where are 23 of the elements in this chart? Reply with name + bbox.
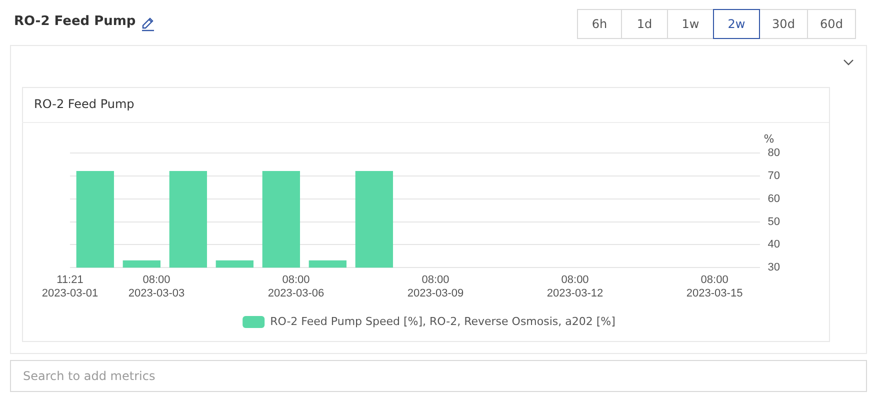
text: 30d: [759, 9, 808, 39]
text: 6h: [577, 9, 622, 39]
y-tick-label: 60: [768, 192, 780, 205]
text: RO-2 Feed Pump: [14, 14, 136, 29]
x-tick-label: 08:00 2023-03-09: [407, 274, 464, 300]
chart-title: RO-2 Feed Pump: [34, 97, 134, 111]
y-tick-label: 40: [768, 238, 780, 251]
x-tick-label: 11:21 2023-03-01: [42, 274, 98, 300]
x-tick-label: 08:00 2023-03-15: [686, 274, 743, 300]
y-tick-label: 80: [768, 147, 780, 160]
y-tick-label: 70: [768, 170, 780, 182]
y-axis-title: %: [764, 132, 774, 146]
text: 2w: [713, 9, 760, 39]
y-tick-label: 30: [768, 262, 780, 274]
x-tick-label: 08:00 2023-03-12: [546, 274, 604, 300]
text: 60d: [807, 9, 856, 39]
text: 1d: [621, 9, 668, 39]
text: Search to add metrics: [10, 360, 867, 392]
legend-label: RO-2 Feed Pump Speed [%], RO-2, Reverse Osmosis, a202 [%]: [270, 314, 616, 328]
y-tick-label: 50: [768, 216, 780, 228]
x-tick-label: 08:00 2023-03-06: [268, 274, 324, 300]
text: 1w: [667, 9, 714, 39]
x-tick-label: 08:00 2023-03-03: [128, 274, 185, 300]
